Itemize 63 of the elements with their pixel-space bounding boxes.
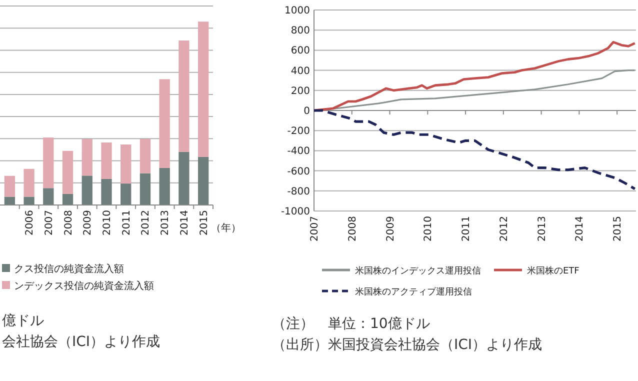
x-tick-label: 2007 bbox=[310, 216, 320, 242]
bar bbox=[140, 138, 151, 174]
bar bbox=[62, 194, 74, 205]
bar bbox=[198, 156, 209, 205]
bar bbox=[159, 79, 170, 168]
text: 億ドル bbox=[2, 313, 44, 329]
bar bbox=[62, 150, 74, 194]
bar bbox=[140, 173, 151, 205]
text: 会社協会（ICI）より作成 bbox=[2, 334, 160, 350]
x-tick-label: 2010 bbox=[102, 210, 113, 236]
y-tick-label: 0 bbox=[304, 106, 310, 117]
y-tick-label: 1000 bbox=[284, 6, 310, 16]
x-tick-label: 2015 bbox=[198, 210, 210, 236]
x-tick-label: 2013 bbox=[160, 210, 172, 236]
y-tick-label: 800 bbox=[290, 26, 310, 37]
y-tick-label: 400 bbox=[290, 66, 310, 77]
y-tick-label: -200 bbox=[287, 126, 310, 138]
bar bbox=[24, 196, 34, 205]
bar bbox=[159, 168, 170, 205]
y-tick-label: 200 bbox=[290, 86, 310, 97]
bar bbox=[43, 138, 54, 188]
x-tick-label: 2015 bbox=[612, 216, 624, 242]
bar bbox=[82, 176, 92, 205]
x-tick-label: 2014 bbox=[179, 210, 190, 236]
bar bbox=[120, 184, 132, 205]
y-tick-label: -1000 bbox=[280, 206, 310, 218]
x-tick-label: 2013 bbox=[536, 216, 548, 242]
x-tick-label: 2007 bbox=[44, 210, 55, 236]
x-tick-label: 2009 bbox=[82, 210, 94, 236]
y-tick-label: 600 bbox=[290, 46, 310, 57]
x-tick-label: 2012 bbox=[140, 210, 152, 236]
x-tick-label: 2011 bbox=[461, 216, 472, 242]
legend-label: クス投信の純資金流入額 bbox=[14, 263, 124, 275]
x-tick-label: 2014 bbox=[574, 216, 586, 242]
x-tick-label: 2006 bbox=[24, 210, 36, 236]
bar bbox=[101, 178, 112, 205]
x-tick-label: 2009 bbox=[385, 216, 396, 242]
x-tick-label: 2010 bbox=[423, 216, 434, 242]
legend-label: 米国株のアクティブ運用投信 bbox=[355, 286, 472, 298]
bar bbox=[4, 196, 16, 205]
bar bbox=[101, 142, 112, 179]
text: （出所）米国投資会社協会（ICI）より作成 bbox=[272, 337, 542, 353]
bar bbox=[82, 138, 92, 176]
x-axis-title: （年） bbox=[211, 222, 241, 234]
bar bbox=[120, 144, 132, 184]
x-tick-label: 2011 bbox=[121, 210, 132, 236]
legend-label: 米国株のETF bbox=[527, 266, 580, 276]
line-series bbox=[312, 109, 636, 190]
x-tick-label: 2012 bbox=[498, 216, 510, 242]
bar bbox=[4, 176, 16, 197]
y-tick-label: -400 bbox=[287, 146, 310, 158]
legend-label: ンデックス投信の純資金流入額 bbox=[14, 280, 154, 292]
bar bbox=[198, 22, 209, 157]
x-tick-label: 2008 bbox=[63, 210, 74, 236]
bar bbox=[178, 40, 190, 152]
bar bbox=[43, 188, 54, 205]
y-tick-label: -600 bbox=[287, 166, 310, 178]
legend-label: 米国株のインデックス運用投信 bbox=[355, 266, 481, 276]
bar bbox=[178, 152, 190, 205]
bar bbox=[24, 168, 34, 197]
x-tick-label: 2008 bbox=[347, 216, 358, 242]
y-tick-label: -800 bbox=[287, 186, 310, 198]
text: （注） 単位：10億ドル bbox=[272, 316, 430, 332]
